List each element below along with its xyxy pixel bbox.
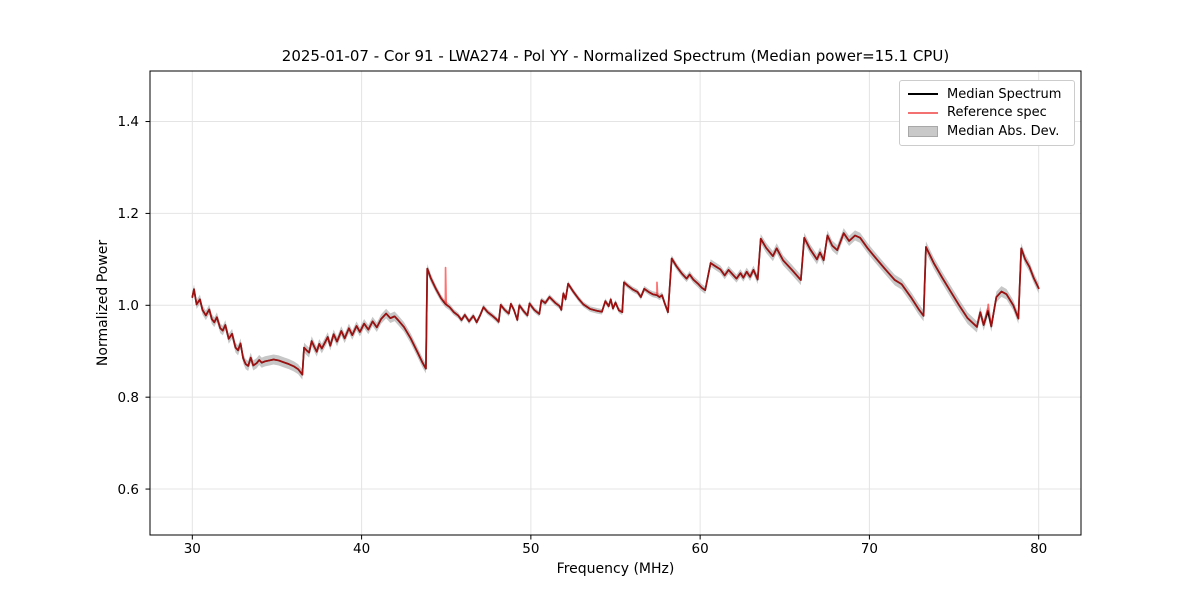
legend-label-median-abs-dev: Median Abs. Dev. — [947, 124, 1060, 140]
y-tick-label: 0.6 — [118, 482, 139, 498]
y-tick-label: 0.8 — [118, 390, 139, 406]
chart-title: 2025-01-07 - Cor 91 - LWA274 - Pol YY - … — [281, 47, 950, 65]
x-tick-label: 50 — [522, 541, 539, 557]
x-tick-label: 40 — [353, 541, 370, 557]
legend-label-reference-spec: Reference spec — [947, 105, 1047, 121]
x-tick-label: 70 — [861, 541, 878, 557]
reference-spec-line-swatch — [908, 111, 938, 114]
legend-label-median-spectrum: Median Spectrum — [947, 86, 1062, 102]
y-tick-label: 1.0 — [118, 298, 139, 314]
y-axis-label: Normalized Power — [95, 239, 111, 367]
y-tick-label: 1.2 — [118, 206, 139, 222]
x-tick-label: 60 — [692, 541, 709, 557]
legend-item-median-spectrum: Median Spectrum — [908, 87, 1066, 102]
legend-item-reference-spec: Reference spec — [908, 105, 1066, 120]
legend: Median Spectrum Reference spec Median Ab… — [899, 80, 1075, 146]
y-tick-label: 1.4 — [118, 114, 139, 130]
median-abs-dev-patch-swatch — [908, 126, 938, 138]
x-tick-label: 30 — [184, 541, 201, 557]
legend-item-median-abs-dev: Median Abs. Dev. — [908, 124, 1066, 139]
plot-frame — [149, 70, 1082, 536]
reference-spec-line — [191, 232, 1040, 376]
x-axis-label: Frequency (MHz) — [556, 561, 675, 577]
x-tick-label: 80 — [1030, 541, 1047, 557]
median-spectrum-line-swatch — [908, 93, 938, 96]
